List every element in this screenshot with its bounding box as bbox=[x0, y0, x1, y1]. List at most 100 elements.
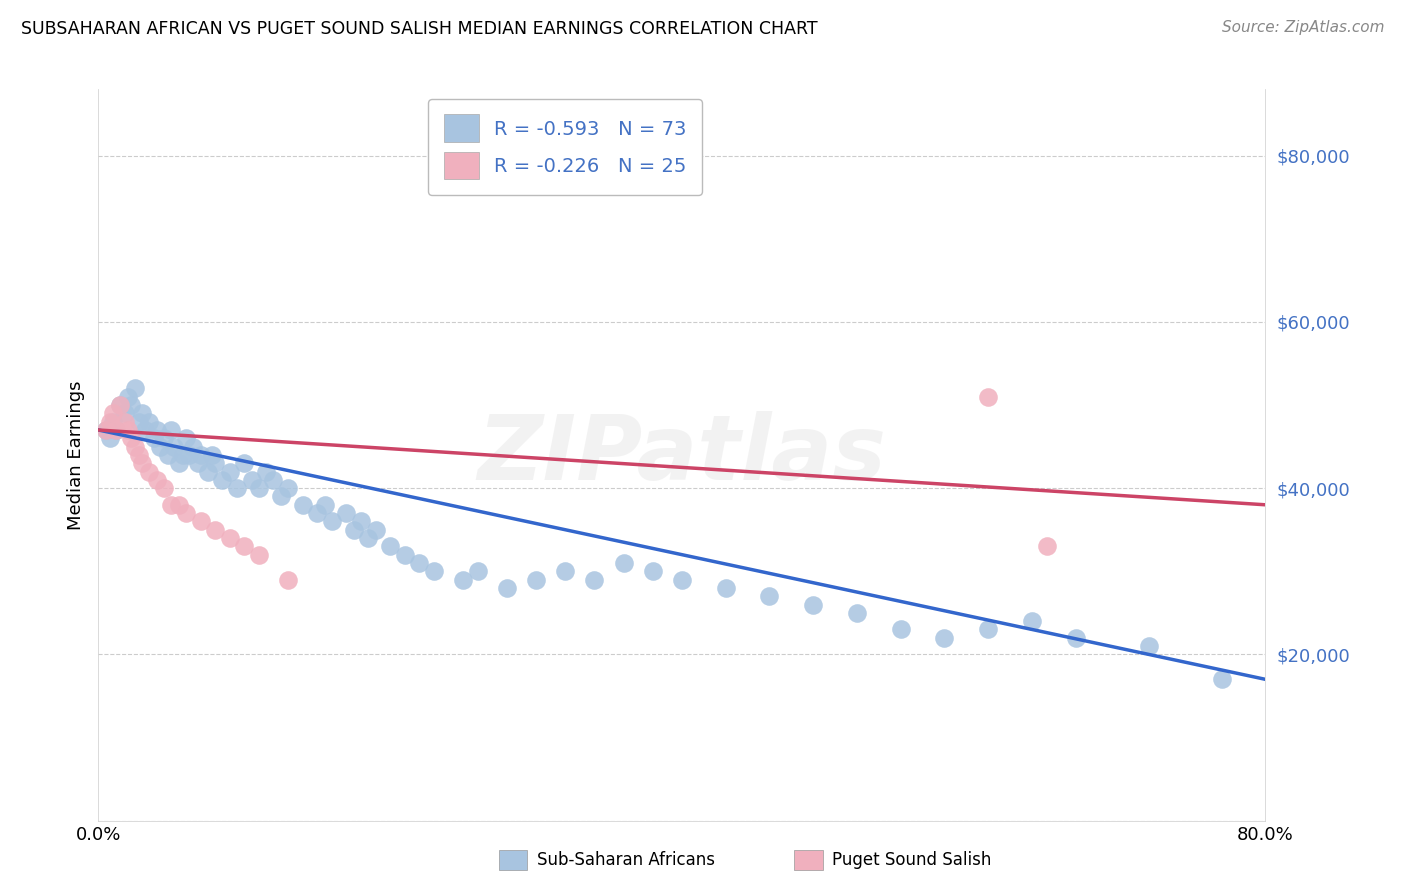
Point bbox=[612, 556, 634, 570]
Point bbox=[218, 531, 240, 545]
Point bbox=[197, 465, 219, 479]
Point bbox=[671, 573, 693, 587]
Point bbox=[1211, 673, 1233, 687]
Point bbox=[157, 448, 180, 462]
Point bbox=[583, 573, 606, 587]
Point bbox=[554, 564, 576, 578]
Point bbox=[153, 431, 176, 445]
Text: Sub-Saharan Africans: Sub-Saharan Africans bbox=[537, 851, 716, 869]
Point bbox=[110, 398, 132, 412]
Point bbox=[890, 623, 912, 637]
Text: ZIPatlas: ZIPatlas bbox=[478, 411, 886, 499]
Text: Source: ZipAtlas.com: Source: ZipAtlas.com bbox=[1222, 20, 1385, 35]
Point bbox=[190, 448, 212, 462]
Point bbox=[846, 606, 869, 620]
Point bbox=[254, 465, 277, 479]
Point bbox=[120, 398, 142, 412]
Point bbox=[233, 456, 256, 470]
Point bbox=[201, 448, 224, 462]
Point bbox=[98, 431, 121, 445]
Point bbox=[117, 390, 139, 404]
Point bbox=[204, 523, 226, 537]
Point bbox=[307, 506, 329, 520]
Point bbox=[94, 423, 117, 437]
Point bbox=[177, 448, 200, 462]
Point bbox=[204, 456, 226, 470]
Point bbox=[153, 481, 176, 495]
Point bbox=[146, 473, 169, 487]
Point bbox=[138, 415, 160, 429]
Point bbox=[211, 473, 233, 487]
Y-axis label: Median Earnings: Median Earnings bbox=[66, 380, 84, 530]
Point bbox=[423, 564, 446, 578]
Point bbox=[641, 564, 664, 578]
Point bbox=[380, 539, 402, 553]
Point bbox=[128, 415, 150, 429]
Point bbox=[160, 498, 183, 512]
Point bbox=[104, 423, 127, 437]
Point bbox=[1137, 639, 1160, 653]
Point bbox=[94, 423, 117, 437]
Point bbox=[277, 573, 299, 587]
Point bbox=[167, 498, 190, 512]
Point bbox=[277, 481, 299, 495]
Point bbox=[134, 423, 156, 437]
Point bbox=[131, 456, 153, 470]
Point bbox=[138, 465, 160, 479]
Point bbox=[350, 515, 373, 529]
Point bbox=[117, 423, 139, 437]
Legend: R = -0.593   N = 73, R = -0.226   N = 25: R = -0.593 N = 73, R = -0.226 N = 25 bbox=[429, 99, 702, 194]
Point bbox=[226, 481, 249, 495]
Point bbox=[408, 556, 430, 570]
Point bbox=[451, 573, 474, 587]
Point bbox=[1021, 614, 1043, 628]
Point bbox=[181, 440, 204, 454]
Point bbox=[142, 431, 165, 445]
Point bbox=[172, 448, 194, 462]
Point bbox=[124, 381, 146, 395]
Point bbox=[146, 423, 169, 437]
Point bbox=[977, 390, 1000, 404]
Point bbox=[110, 398, 132, 412]
Point bbox=[114, 406, 136, 420]
Point bbox=[977, 623, 1000, 637]
Bar bbox=[794, 850, 823, 870]
Point bbox=[240, 473, 263, 487]
Point bbox=[314, 498, 336, 512]
Point bbox=[467, 564, 489, 578]
Point bbox=[291, 498, 314, 512]
Point bbox=[496, 581, 519, 595]
Point bbox=[233, 539, 256, 553]
Point bbox=[247, 481, 270, 495]
Point bbox=[758, 589, 780, 603]
Point bbox=[714, 581, 737, 595]
Point bbox=[167, 456, 190, 470]
Point bbox=[335, 506, 357, 520]
Point bbox=[247, 548, 270, 562]
Point bbox=[801, 598, 824, 612]
Point bbox=[321, 515, 343, 529]
Point bbox=[934, 631, 956, 645]
Point bbox=[394, 548, 416, 562]
Point bbox=[149, 440, 172, 454]
Point bbox=[120, 431, 142, 445]
Point bbox=[128, 448, 150, 462]
Point bbox=[101, 406, 124, 420]
Point bbox=[104, 423, 127, 437]
Point bbox=[174, 431, 197, 445]
Point bbox=[160, 423, 183, 437]
Point bbox=[98, 415, 121, 429]
Point bbox=[218, 465, 240, 479]
Point bbox=[343, 523, 366, 537]
Point bbox=[187, 456, 209, 470]
Point bbox=[270, 490, 292, 504]
Point bbox=[124, 440, 146, 454]
Point bbox=[364, 523, 387, 537]
Point bbox=[131, 406, 153, 420]
Point bbox=[524, 573, 547, 587]
Point bbox=[101, 415, 124, 429]
Point bbox=[163, 440, 186, 454]
Bar bbox=[499, 850, 527, 870]
Text: SUBSAHARAN AFRICAN VS PUGET SOUND SALISH MEDIAN EARNINGS CORRELATION CHART: SUBSAHARAN AFRICAN VS PUGET SOUND SALISH… bbox=[21, 20, 818, 37]
Point bbox=[357, 531, 380, 545]
